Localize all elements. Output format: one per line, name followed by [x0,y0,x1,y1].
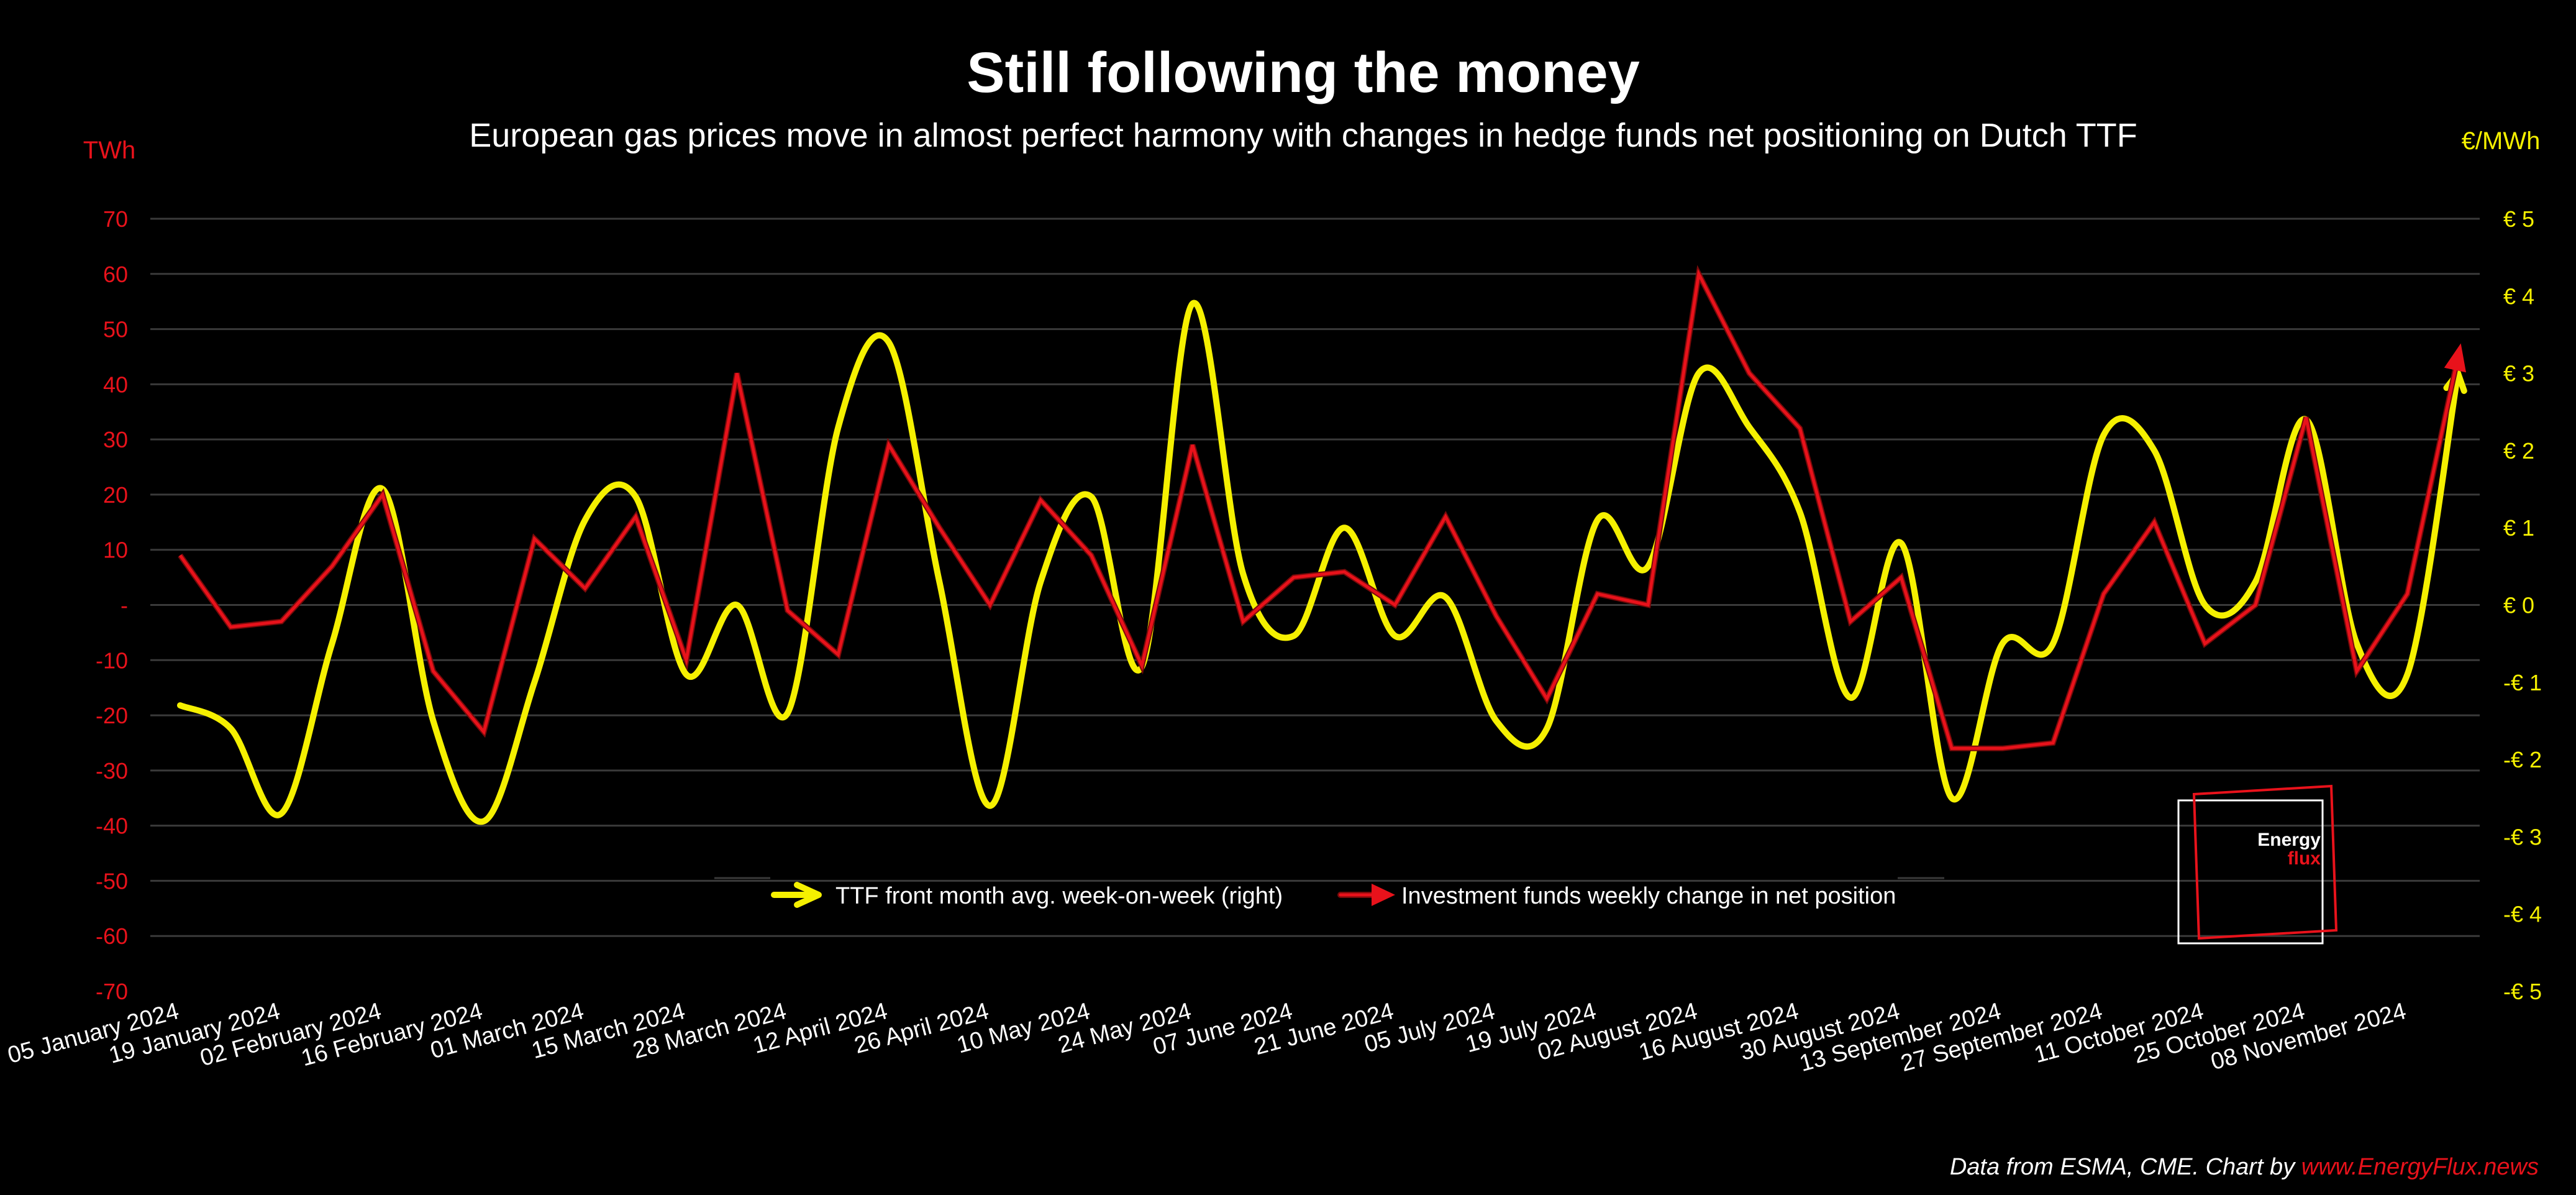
chart-subtitle: European gas prices move in almost perfe… [469,117,2137,154]
logo-frame-white [2177,799,2324,945]
left-tick-label: 70 [103,206,128,232]
logo-text-flux: flux [2288,848,2321,869]
left-tick-label: 60 [103,262,128,287]
left-tick-label: 20 [103,482,128,508]
left-tick-label: -50 [96,868,128,894]
left-tick-label: -60 [96,923,128,949]
left-tick-label: 30 [103,427,128,452]
legend: TTF front month avg. week-on-week (right… [714,877,1944,909]
series-layer [177,265,2467,825]
left-tick-label: -30 [96,758,128,784]
left-tick-label: 10 [103,538,128,563]
series-line-funds [178,268,2460,750]
legend-arrow-ttf-icon [771,882,822,908]
left-axis-ticks: 70 60 50 40 30 20 10 - -10 -20 -30 -40 -50 -60 -70 [96,206,128,1004]
right-tick-label: € 0 [2503,593,2534,618]
source-link[interactable]: www.EnergyFlux.news [2301,1154,2539,1180]
left-tick-label: 50 [103,317,128,342]
series-line-ttf [177,300,2461,825]
chart-title: Still following the money [967,41,1640,104]
right-tick-label: € 5 [2503,206,2534,232]
right-tick-label: -€ 1 [2503,670,2542,695]
legend-label-ttf: TTF front month avg. week-on-week (right… [835,883,1283,909]
legend-label-funds: Investment funds weekly change in net po… [1401,883,1896,909]
left-tick-label: - [121,593,128,618]
series-arrow-funds [2444,343,2467,373]
right-tick-label: € 1 [2503,515,2534,541]
left-tick-label: -20 [96,703,128,728]
right-tick-label: -€ 5 [2503,979,2542,1004]
left-tick-label: -40 [96,813,128,839]
right-tick-label: € 4 [2503,283,2534,309]
left-axis-unit: TWh [83,137,135,164]
logo-text-energy: Energy [2257,830,2321,850]
energyflux-logo: Energy flux [2177,784,2338,945]
legend-arrow-funds-icon [1337,884,1395,906]
right-tick-label: -€ 4 [2503,902,2542,927]
left-tick-label: -70 [96,979,128,1004]
source-note: Data from ESMA, CME. Chart by www.Energy… [1950,1154,2539,1180]
source-text: Data from ESMA, CME. Chart by [1950,1154,2301,1180]
logo-frame-red [2192,784,2338,940]
right-tick-label: € 3 [2503,361,2534,387]
right-tick-label: € 2 [2503,438,2534,464]
right-axis-ticks: € 5 € 4 € 3 € 2 € 1 € 0 -€ 1 -€ 2 -€ 3 -€ 4 -€ 5 [2503,206,2542,1004]
right-tick-label: -€ 3 [2503,824,2542,849]
left-tick-label: -10 [96,648,128,673]
right-tick-label: -€ 2 [2503,747,2542,772]
left-tick-label: 40 [103,372,128,397]
right-axis-unit: €/MWh [2462,127,2541,155]
